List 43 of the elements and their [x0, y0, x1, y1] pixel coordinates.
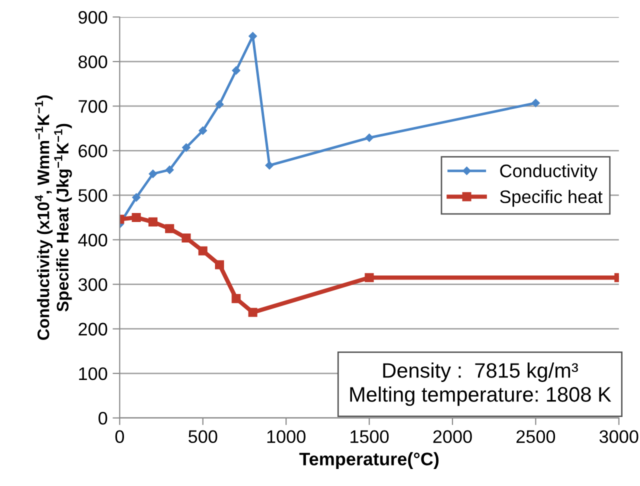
x-tick-label: 2500	[516, 430, 556, 444]
y-tick-label: 600	[78, 144, 108, 158]
point	[365, 134, 374, 142]
y-tick-label: 100	[79, 367, 108, 380]
point	[232, 66, 240, 75]
point	[248, 308, 258, 317]
text: Conductivity (x10$^{4}$, Wmm$^{−1}$K$^{−1}$) Specific Heat (Jkg$^{−1}$K$^{−1}$)	[34, 95, 72, 340]
point	[148, 170, 158, 178]
point	[215, 100, 224, 108]
x-axis-title: Temperature(°C)	[299, 452, 439, 469]
x-tick-label: 2000	[433, 430, 472, 444]
y-tick-label: 900	[78, 10, 108, 24]
y-tick-label: 500	[78, 189, 108, 202]
legend-label: Specific heat	[500, 190, 602, 207]
y-tick-label: 700	[78, 100, 108, 113]
point	[364, 273, 374, 282]
y-tick-label: 800	[78, 55, 108, 68]
y-tick-label: 200	[78, 322, 108, 336]
point	[532, 98, 540, 108]
point	[198, 126, 208, 135]
point	[182, 143, 190, 152]
y-tick-label: 0	[98, 412, 108, 425]
point	[248, 32, 257, 40]
x-tick-label: 3000	[599, 430, 638, 444]
point	[232, 294, 241, 304]
point	[198, 246, 208, 256]
x-tick-label: 500	[188, 430, 218, 444]
point	[148, 217, 158, 226]
point	[132, 193, 140, 202]
y-tick-label: 400	[78, 234, 108, 246]
x-tick-label: 0	[115, 430, 124, 444]
y-tick-label: 300	[78, 278, 108, 292]
annotation: Density : 7815 kg/m³	[383, 362, 578, 382]
x-tick-label: 1000	[267, 430, 306, 444]
point	[165, 166, 174, 174]
legend-label: Conductivity	[500, 164, 598, 181]
annotation: Melting temperature: 1808 K	[350, 386, 612, 406]
point	[165, 224, 174, 234]
point	[132, 212, 141, 222]
point	[182, 233, 191, 242]
point	[215, 260, 224, 270]
x-tick-label: 1500	[350, 430, 389, 444]
point	[265, 161, 274, 170]
